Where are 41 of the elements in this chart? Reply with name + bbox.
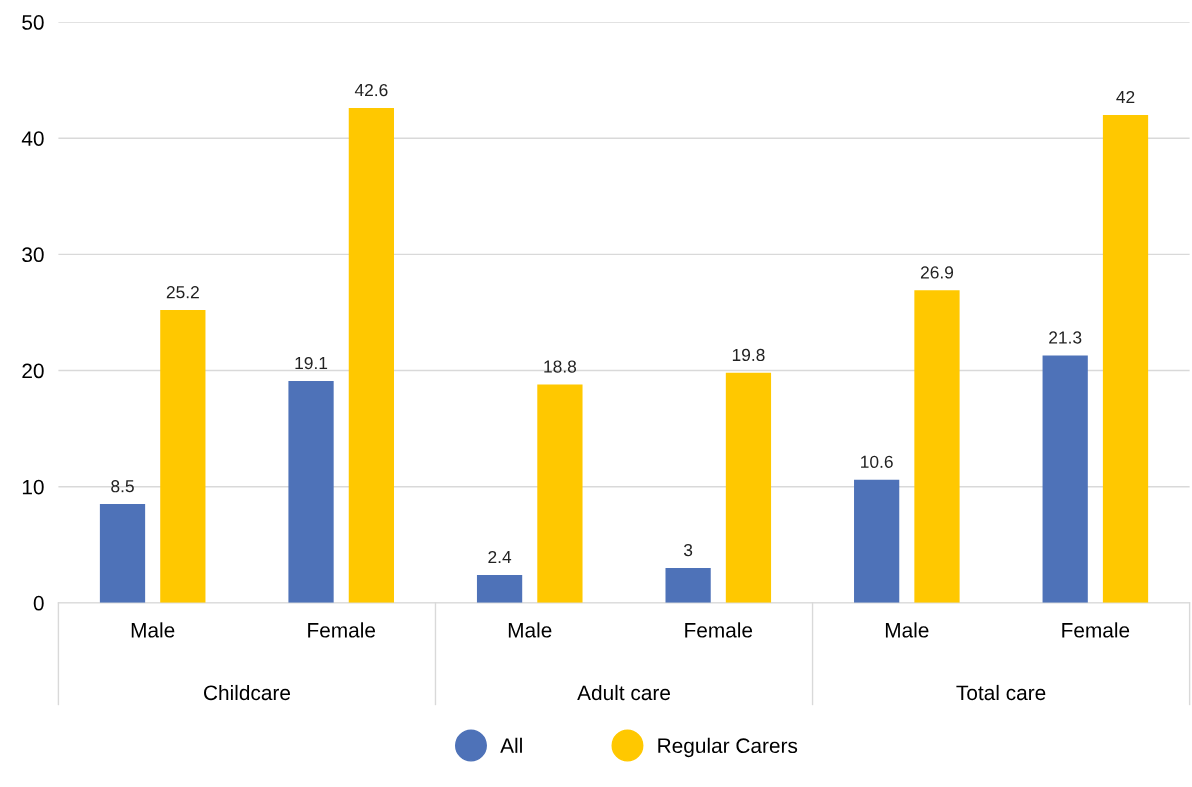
data-label: 42 <box>1116 90 1135 104</box>
x-tick-label: Female <box>308 622 376 638</box>
bar <box>1042 355 1088 603</box>
data-label: 25.2 <box>166 286 199 299</box>
bar <box>348 108 394 603</box>
y-tick-label: 50 <box>22 15 44 30</box>
x-tick-label: Male <box>885 622 929 638</box>
data-label: 18.8 <box>544 360 577 373</box>
text: Childcare <box>204 684 291 701</box>
data-label: 26.9 <box>920 266 954 279</box>
data-label: 21.3 <box>1049 331 1082 344</box>
y-tick-label: 40 <box>21 131 44 146</box>
bar <box>476 574 523 603</box>
data-label: 10.6 <box>861 455 893 468</box>
data-label: 42.6 <box>354 83 388 97</box>
legend-label: Regular Carers <box>658 737 798 758</box>
data-label: 2.4 <box>488 550 512 564</box>
y-tick-label: 20 <box>22 363 44 379</box>
data-label: 8.5 <box>111 480 134 493</box>
bar <box>288 380 334 603</box>
bar <box>537 384 583 603</box>
data-label: 19.8 <box>732 348 765 362</box>
legend-label: All <box>500 737 522 753</box>
x-tick-label: Female <box>1062 622 1130 638</box>
text: Total care <box>956 684 1046 701</box>
bar <box>725 372 772 603</box>
data-label: 3 <box>683 543 693 557</box>
data-label: 19.1 <box>295 356 328 370</box>
bar <box>665 567 711 603</box>
bar <box>1102 114 1149 603</box>
y-tick-label: 0 <box>33 595 44 611</box>
text: Adult care <box>577 684 670 701</box>
x-tick-label: Female <box>685 622 753 638</box>
bar <box>99 504 146 603</box>
bar <box>914 290 960 603</box>
y-tick-label: 10 <box>22 479 44 495</box>
y-tick-label: 30 <box>22 247 44 263</box>
bar <box>160 310 206 603</box>
bar <box>854 479 900 603</box>
x-tick-label: Male <box>131 622 175 638</box>
x-tick-label: Male <box>508 622 552 638</box>
